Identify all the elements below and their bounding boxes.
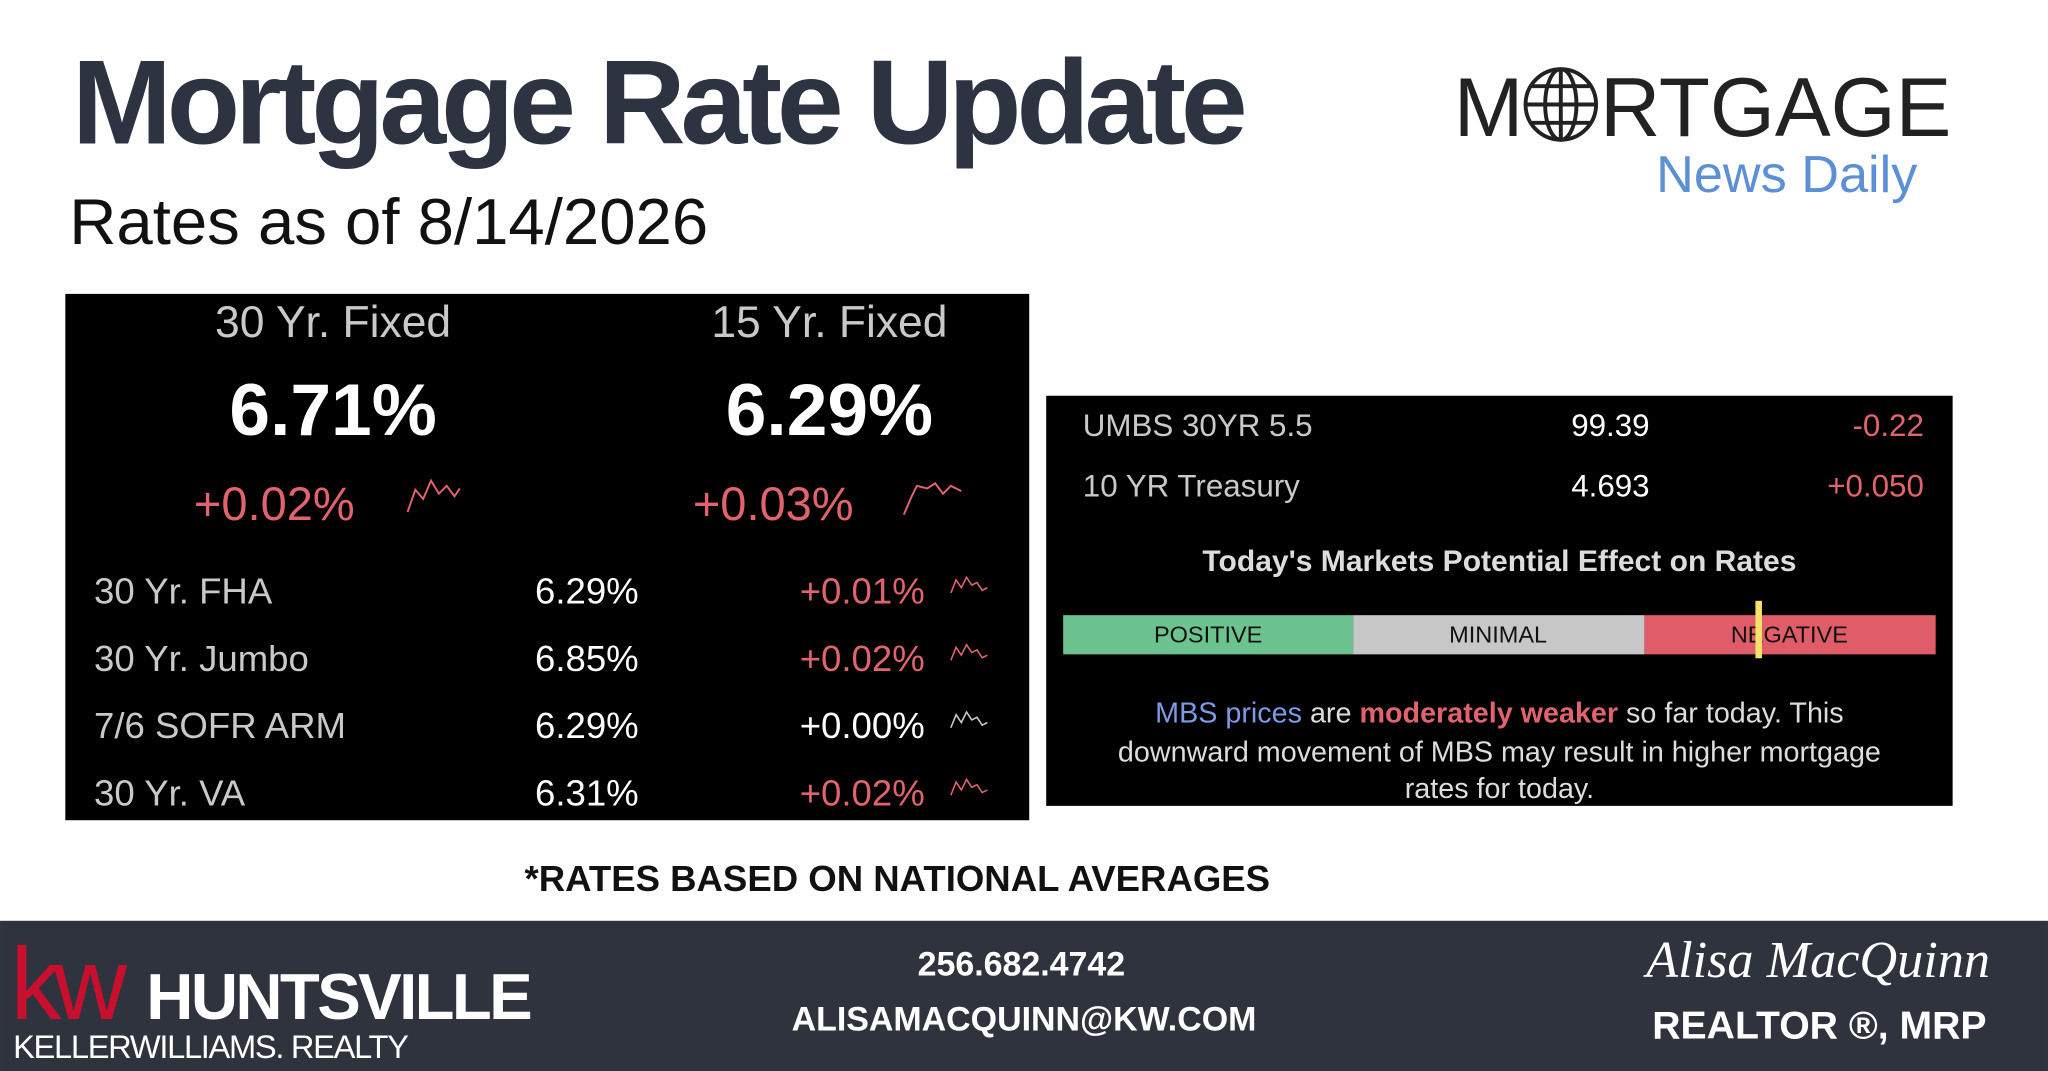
- message-line: downward movement of MBS may result in h…: [1118, 736, 1881, 768]
- product-change: +0.02%: [800, 638, 925, 679]
- product-name: 30 Yr. FHA: [94, 570, 273, 611]
- product-name: 30 Yr. VA: [94, 773, 246, 814]
- market-list: UMBS 30YR 5.5 99.39 -0.22 10 YR Treasury 4.6…: [1083, 408, 1924, 503]
- primary-change: +0.02%: [194, 477, 355, 530]
- title: Mortgage Rate Update: [72, 36, 1244, 170]
- product-rate: 6.85%: [535, 638, 639, 679]
- sparkline: [950, 777, 988, 796]
- brand-company: KELLERWILLIAMS. REALTY: [13, 1028, 409, 1065]
- sparkline: [950, 575, 988, 594]
- market-change: +0.050: [1827, 468, 1924, 503]
- scale-minimal: [1353, 615, 1645, 655]
- product-rate: 6.31%: [535, 773, 639, 814]
- message-subject: MBS prices: [1155, 697, 1302, 729]
- message-rest: so far today. This: [1626, 697, 1844, 729]
- primary-name: 15 Yr. Fixed: [711, 298, 947, 347]
- message-line: MBS prices are moderately weaker so far …: [1155, 697, 1844, 729]
- brand-city: HUNTSVILLE: [146, 960, 530, 1033]
- sparkline: [406, 478, 461, 513]
- product-rate: 6.29%: [535, 705, 639, 746]
- market-name: UMBS 30YR 5.5: [1083, 408, 1313, 443]
- scale-indicator: [1755, 600, 1762, 659]
- sparkline: [950, 710, 988, 729]
- scale-label: MINIMAL: [1449, 622, 1547, 648]
- role: REALTOR ®, MRP: [1652, 1004, 1986, 1047]
- primary-rate: 6.29%: [726, 370, 933, 451]
- signature: Alisa MacQuinn: [1643, 931, 1990, 989]
- scale-negative: [1644, 615, 1936, 655]
- message-line: rates for today.: [1405, 773, 1594, 805]
- primary-name: 30 Yr. Fixed: [215, 298, 451, 347]
- product-change: +0.01%: [800, 570, 925, 611]
- primary-change: +0.03%: [693, 477, 854, 530]
- product-name: 7/6 SOFR ARM: [94, 705, 346, 746]
- message-verb: are: [1310, 697, 1352, 729]
- logo-left: M: [1454, 60, 1524, 154]
- effect-title: Today's Markets Potential Effect on Rate…: [1202, 545, 1796, 578]
- market-value: 4.693: [1571, 468, 1649, 503]
- product-list: 30 Yr. FHA 6.29% +0.01% 30 Yr. Jumbo 6.85% +0…: [94, 570, 988, 814]
- market-value: 99.39: [1571, 408, 1649, 443]
- footer: [0, 920, 2048, 1071]
- sparkline: [950, 643, 988, 661]
- market-change: -0.22: [1852, 408, 1923, 443]
- product-rate: 6.29%: [535, 570, 639, 611]
- product-change: +0.00%: [800, 705, 925, 746]
- subtitle: Rates as of 8/14/2026: [69, 185, 708, 258]
- scale-label: NEGATIVE: [1731, 622, 1848, 648]
- product-change: +0.02%: [800, 773, 925, 814]
- logo-globe: [1523, 67, 1599, 142]
- sparkline: [902, 481, 962, 515]
- primary-rate: 6.71%: [229, 370, 436, 451]
- phone: 256.682.4742: [918, 946, 1126, 984]
- scale-positive: [1063, 615, 1354, 655]
- note: *RATES BASED ON NATIONAL AVERAGES: [525, 858, 1271, 899]
- market-panel: [1046, 395, 1953, 806]
- email: ALISAMACQUINN@KW.COM: [792, 1001, 1257, 1039]
- brand-mark: kw: [10, 927, 127, 1041]
- product-name: 30 Yr. Jumbo: [94, 638, 309, 679]
- market-name: 10 YR Treasury: [1083, 468, 1300, 503]
- logo-tagline: News Daily: [1656, 146, 1918, 204]
- logo-right: RTGAGE: [1600, 60, 1951, 154]
- rates-panel: [65, 293, 1030, 821]
- message-assessment: moderately weaker: [1359, 697, 1618, 729]
- scale-label: POSITIVE: [1154, 622, 1262, 648]
